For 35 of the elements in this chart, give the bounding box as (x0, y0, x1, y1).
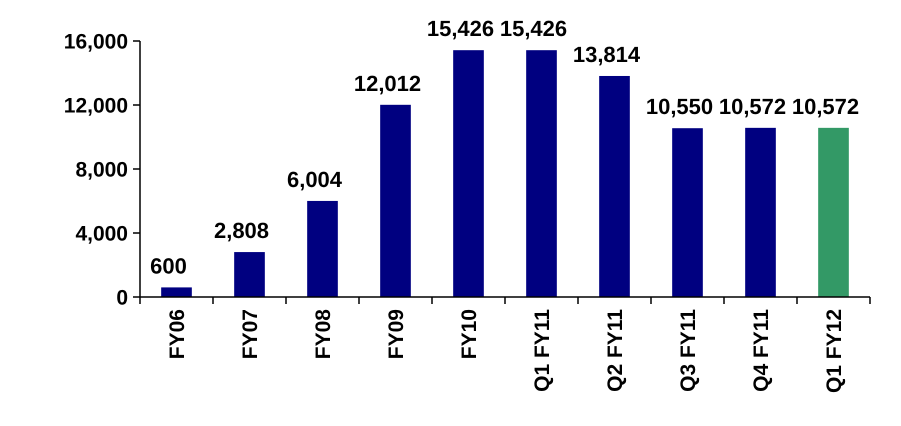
x-tick-label: Q2 FY11 (604, 308, 627, 392)
x-tick-label: Q1 FY12 (822, 309, 846, 394)
x-tick-label: Q1 FY11 (530, 308, 554, 392)
x-tick-label: FY08 (312, 308, 335, 360)
data-label: 2,808 (214, 218, 270, 244)
x-tick-label: FY06 (166, 309, 189, 360)
data-label: 12,012 (354, 70, 422, 96)
bar (307, 200, 338, 297)
bar (672, 128, 703, 297)
data-label: 15,426 (500, 16, 568, 42)
bar (380, 104, 411, 297)
bar (818, 128, 849, 297)
x-tick-label: FY10 (458, 309, 481, 360)
y-tick-label: 0 (116, 286, 128, 310)
y-tick-label: 12,000 (64, 94, 128, 118)
x-tick-label: Q4 FY11 (750, 308, 773, 392)
data-label: 10,550 (646, 94, 714, 120)
bar (453, 50, 484, 297)
bar (161, 287, 192, 297)
data-label: 10,572 (792, 94, 860, 119)
y-tick-label: 16,000 (64, 30, 128, 54)
data-label: 13,814 (572, 42, 641, 67)
data-label: 6,004 (286, 166, 343, 192)
data-label: 600 (150, 253, 187, 278)
y-tick-label: 4,000 (75, 222, 128, 246)
x-tick-label: Q3 FY11 (676, 308, 700, 392)
bar (599, 76, 630, 297)
bar (526, 50, 557, 297)
x-tick-label: FY07 (238, 309, 262, 360)
data-label: 10,572 (718, 94, 786, 119)
bar (234, 252, 265, 297)
x-tick-label: FY09 (384, 309, 408, 360)
y-tick-label: 8,000 (75, 158, 128, 182)
data-label: 15,426 (426, 16, 494, 42)
bar (745, 128, 776, 297)
